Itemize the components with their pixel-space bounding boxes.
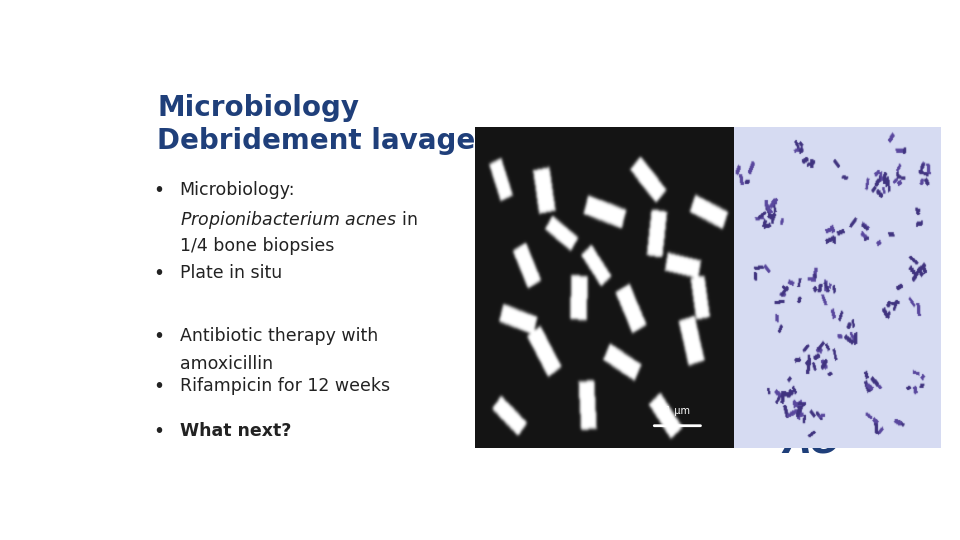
Text: Microbiology:: Microbiology:	[180, 181, 295, 199]
Text: •: •	[154, 265, 164, 284]
Text: 1/4 bone biopsies: 1/4 bone biopsies	[180, 237, 334, 255]
Text: •: •	[154, 422, 164, 441]
Text: •: •	[154, 327, 164, 346]
Text: Antibiotic therapy with: Antibiotic therapy with	[180, 327, 378, 345]
Text: Rifampicin for 12 weeks: Rifampicin for 12 weeks	[180, 377, 390, 395]
Text: 1 μm: 1 μm	[665, 406, 690, 416]
Text: Microbiology
Debridement lavage: Microbiology Debridement lavage	[157, 94, 475, 156]
Text: What next?: What next?	[180, 422, 291, 441]
Text: •: •	[154, 377, 164, 396]
Text: Plate in situ: Plate in situ	[180, 265, 282, 282]
Text: amoxicillin: amoxicillin	[180, 355, 273, 373]
Text: •: •	[154, 181, 164, 200]
Text: AO: AO	[783, 426, 841, 460]
Text: $\it{Propionibacterium}$ $\it{acnes}$ in: $\it{Propionibacterium}$ $\it{acnes}$ in	[180, 209, 417, 231]
